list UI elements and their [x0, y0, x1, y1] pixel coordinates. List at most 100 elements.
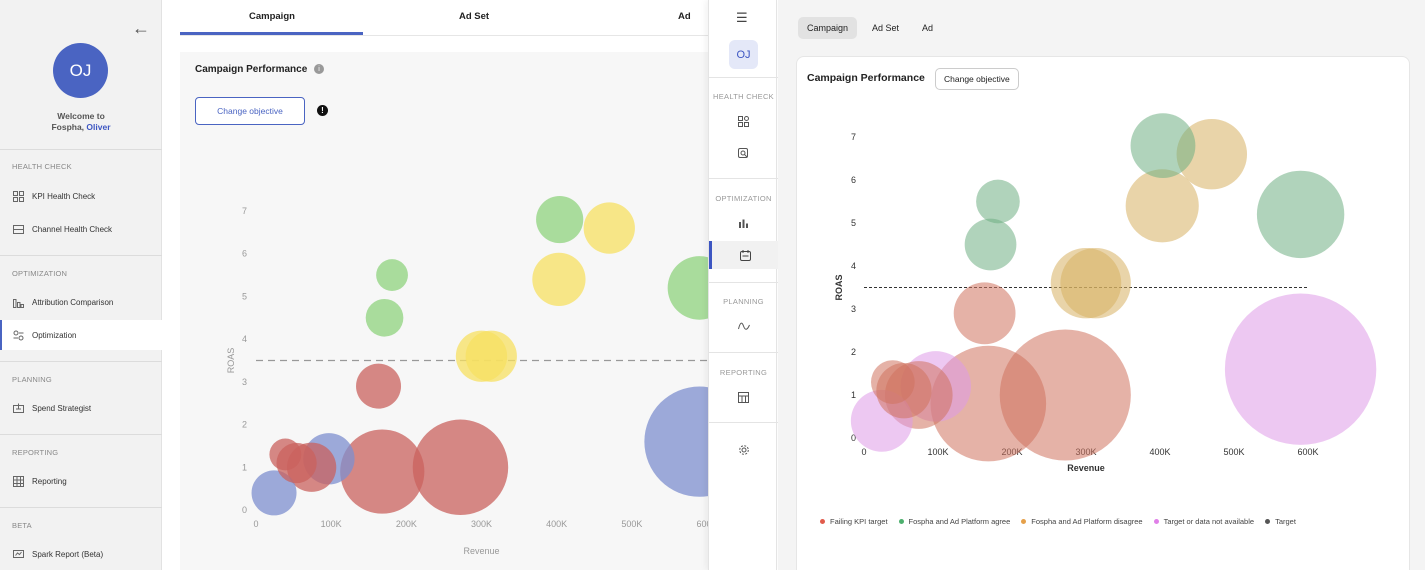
bubble-point — [667, 256, 708, 320]
bubble-point — [976, 179, 1020, 224]
new-bubble-chart: 012345670100K200K300K400K500K600KRevenue… — [834, 113, 1377, 473]
legend-swatch — [1153, 519, 1159, 524]
sidebar-item-spend-strategist[interactable]: Spend Strategist — [0, 393, 162, 423]
panel-title: Campaign Performance — [195, 64, 308, 75]
menu-icon[interactable]: ☰ — [736, 10, 748, 25]
x-axis-label: Revenue — [1067, 463, 1105, 473]
y-tick-label: 1 — [242, 462, 247, 472]
y-tick-label: 4 — [242, 334, 247, 344]
spark-icon — [12, 549, 24, 560]
sidebar-item-label: Reporting — [32, 476, 67, 486]
bubble-point — [340, 429, 425, 514]
info-icon[interactable]: i — [314, 64, 324, 74]
bubble-point — [412, 419, 509, 516]
y-tick-label: 0 — [242, 505, 247, 515]
tab-ad[interactable]: Ad — [922, 23, 934, 33]
gear-icon[interactable] — [709, 436, 778, 464]
report-table-icon — [12, 475, 24, 487]
bubble-point — [536, 195, 584, 244]
change-objective-button[interactable]: Change objective — [935, 68, 1019, 90]
nav-divider — [709, 178, 778, 179]
nav-section-reporting: REPORTING — [719, 368, 768, 377]
section-divider — [0, 255, 162, 256]
nav-divider — [709, 422, 778, 423]
x-tick-label: 500K — [621, 519, 642, 529]
sidebar-item-label: Attribution Comparison — [32, 297, 114, 307]
bubble-point — [1125, 169, 1199, 243]
section-divider — [0, 507, 162, 508]
y-tick-label: 1 — [851, 390, 856, 400]
bubble-point — [583, 202, 635, 254]
strategy-icon — [12, 403, 24, 414]
x-tick-label: 100K — [321, 519, 342, 529]
avatar[interactable]: OJ — [729, 40, 758, 69]
bubble-point — [1256, 170, 1345, 259]
bubble-point — [376, 259, 408, 291]
welcome-brand: Fospha, — [51, 122, 85, 132]
mini-nav: ☰ OJ HEALTH CHECK OPTIMIZATION PLANNING … — [708, 0, 778, 570]
change-objective-button[interactable]: Change objective — [195, 97, 305, 125]
y-tick-label: 7 — [242, 206, 247, 216]
legend-label: Failing KPI target — [830, 517, 888, 526]
x-tick-label: 500K — [1223, 447, 1244, 457]
bubble-point — [1130, 113, 1196, 179]
bubble-point — [532, 252, 586, 306]
search-report-icon[interactable] — [709, 139, 778, 167]
section-title-optimization: OPTIMIZATION — [12, 269, 68, 278]
bubble-point — [644, 386, 708, 497]
tab-campaign[interactable]: Campaign — [249, 11, 295, 22]
sidebar-item-attribution-comparison[interactable]: Attribution Comparison — [0, 287, 162, 317]
bubble-point — [365, 298, 404, 337]
y-tick-label: 2 — [851, 347, 856, 357]
optimization-icon[interactable] — [709, 241, 778, 269]
old-bubble-chart: 0 1 2 3 4 5 6 7 0 100K 200K 300K 400K 500K 600K Revenue… — [226, 195, 708, 556]
wave-icon[interactable] — [709, 312, 778, 340]
x-tick-label: 300K — [471, 519, 492, 529]
x-tick-label: 100K — [927, 447, 948, 457]
y-tick-label: 5 — [851, 218, 856, 228]
sidebar-item-reporting[interactable]: Reporting — [0, 466, 162, 496]
x-tick-label: 200K — [396, 519, 417, 529]
sidebar-item-optimization[interactable]: Optimization — [0, 320, 162, 350]
tab-ad-set[interactable]: Ad Set — [872, 23, 900, 33]
x-tick-label: 400K — [546, 519, 567, 529]
tab-ad[interactable]: Ad — [678, 11, 691, 22]
sidebar-item-label: Optimization — [32, 330, 77, 340]
legend-item: Fospha and Ad Platform agree — [898, 517, 1010, 526]
sidebar-item-label: Spend Strategist — [32, 403, 92, 413]
legend-swatch — [898, 519, 904, 524]
left-sidebar: ← OJ Welcome to Fospha, Oliver HEALTH CH… — [0, 0, 162, 570]
tab-ad-set[interactable]: Ad Set — [459, 11, 490, 22]
bubble-point — [1176, 118, 1248, 190]
nav-section-optimization: OPTIMIZATION — [715, 194, 772, 203]
y-axis-label: ROAS — [834, 274, 844, 300]
section-title-planning: PLANNING — [12, 375, 52, 384]
welcome-line2: Fospha, Oliver — [0, 122, 162, 133]
x-tick-label: 400K — [1149, 447, 1170, 457]
nav-divider — [709, 282, 778, 283]
sidebar-item-spark-report[interactable]: Spark Report (Beta) — [0, 539, 162, 569]
bubble-point — [871, 360, 915, 404]
bubble-point — [269, 438, 302, 471]
y-tick-label: 0 — [851, 433, 856, 443]
back-arrow-icon[interactable]: ← — [132, 18, 150, 38]
avatar[interactable]: OJ — [53, 43, 108, 98]
y-tick-label: 3 — [851, 304, 856, 314]
sidebar-item-kpi-health-check[interactable]: KPI Health Check — [0, 181, 162, 211]
legend-swatch — [820, 519, 825, 524]
y-tick-label: 2 — [242, 420, 247, 430]
bar-chart-icon[interactable] — [709, 209, 778, 237]
y-tick-label: 6 — [851, 175, 856, 185]
nav-divider — [709, 77, 778, 78]
legend-label: Target — [1275, 517, 1296, 526]
sidebar-item-channel-health-check[interactable]: Channel Health Check — [0, 214, 162, 244]
kpi-grid-icon[interactable] — [709, 107, 778, 135]
tab-campaign[interactable]: Campaign — [798, 17, 858, 39]
warning-icon[interactable]: ! — [317, 105, 328, 116]
bubble-point — [251, 470, 297, 516]
x-tick-label: 600K — [696, 519, 708, 529]
x-tick-label: 600K — [1297, 447, 1318, 457]
x-axis-label: Revenue — [463, 546, 499, 556]
table-icon[interactable] — [709, 383, 778, 411]
